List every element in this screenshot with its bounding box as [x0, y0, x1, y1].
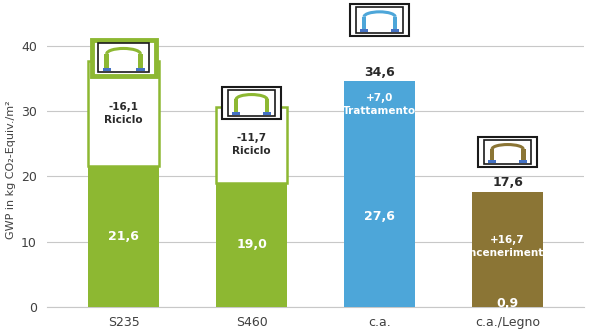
Bar — [519, 160, 527, 162]
Bar — [362, 17, 366, 31]
Bar — [473, 192, 543, 301]
Bar — [91, 40, 156, 75]
Y-axis label: GWP in kg CO₂-Equiv./m²: GWP in kg CO₂-Equiv./m² — [5, 100, 15, 239]
Bar — [350, 4, 409, 37]
Bar — [136, 68, 145, 70]
Bar — [473, 301, 543, 307]
Bar — [217, 107, 287, 183]
Text: 0,9: 0,9 — [497, 297, 519, 310]
Bar — [88, 166, 159, 307]
Bar — [356, 7, 403, 33]
Bar — [217, 183, 287, 307]
Text: 19,0: 19,0 — [236, 239, 267, 251]
Text: +16,7
Incenerimento: +16,7 Incenerimento — [465, 235, 550, 258]
Bar — [489, 160, 496, 162]
Text: 27,6: 27,6 — [364, 210, 395, 223]
Bar — [484, 140, 531, 164]
Bar — [265, 99, 270, 114]
Text: 34,6: 34,6 — [364, 66, 395, 79]
Bar — [234, 99, 238, 114]
Text: -16,1
Riciclo: -16,1 Riciclo — [104, 102, 143, 125]
Bar — [478, 137, 537, 167]
Bar — [222, 86, 281, 119]
Bar — [263, 112, 271, 115]
Bar — [490, 149, 494, 162]
Bar — [391, 29, 399, 32]
Bar — [104, 54, 109, 70]
Bar — [138, 54, 143, 70]
Bar — [232, 112, 240, 115]
Text: 17,6: 17,6 — [492, 177, 523, 190]
Bar — [98, 43, 149, 72]
Bar — [345, 81, 415, 127]
Bar — [360, 29, 368, 32]
Bar — [521, 149, 526, 162]
Bar — [393, 17, 398, 31]
Text: 21,6: 21,6 — [108, 230, 139, 243]
Bar — [88, 61, 159, 166]
Text: -11,7
Riciclo: -11,7 Riciclo — [232, 133, 271, 156]
Bar — [345, 127, 415, 307]
Bar — [103, 68, 111, 70]
Bar — [228, 90, 275, 116]
Text: +7,0
Trattamento: +7,0 Trattamento — [343, 92, 416, 116]
